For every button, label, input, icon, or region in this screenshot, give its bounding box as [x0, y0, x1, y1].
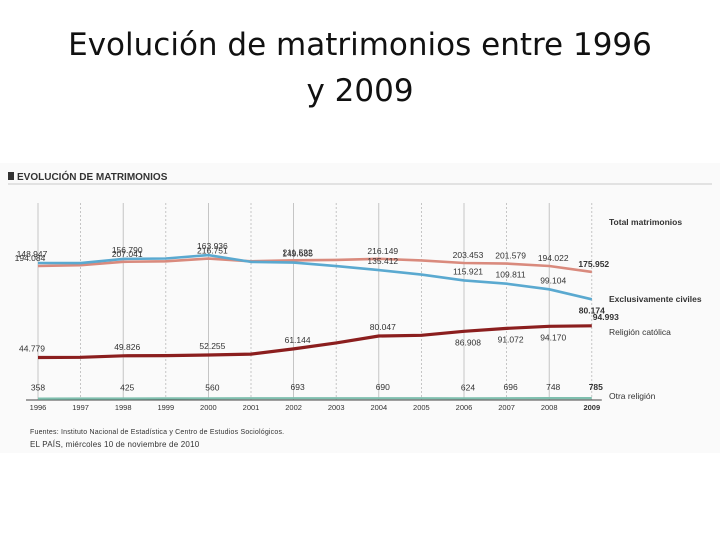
legend-label-1: Exclusivamente civiles: [609, 294, 702, 304]
x-tick-label-2008: 2008: [541, 403, 558, 412]
x-tick-label-1996: 1996: [30, 403, 47, 412]
data-label-3-2006: 624: [461, 382, 475, 392]
x-tick-label-2001: 2001: [243, 403, 260, 412]
data-label-2-2000: 163.936: [197, 241, 228, 251]
x-tick-label-2000: 2000: [200, 403, 217, 412]
data-label-0-2002: 211.522: [283, 247, 313, 257]
line-chart: EVOLUCIÓN DE MATRIMONIOS 1996 1997 1998 1999…: [8, 170, 712, 412]
x-tick-label-1997: 1997: [72, 403, 89, 412]
data-label-1-2008: 94.170: [540, 332, 566, 342]
chart-panel: EVOLUCIÓN DE MATRIMONIOS 1996 1997 1998 1999…: [0, 163, 720, 453]
data-label-1-2007: 91.072: [498, 334, 524, 344]
data-label-0-1998: 207.041: [112, 249, 143, 259]
chart-title-marker: [8, 172, 14, 180]
data-label-2-2009: 80.174: [579, 305, 605, 315]
data-label-3-2007: 696: [504, 382, 518, 392]
data-label-2-1998: 156.790: [112, 245, 143, 255]
data-label-3-2004: 690: [376, 382, 390, 392]
slide-title-line-2: y 2009: [306, 73, 414, 109]
legend-label-2: Religión católica: [609, 327, 671, 337]
x-tick-label-2007: 2007: [498, 403, 515, 412]
slide-title: Evolución de matrimonios entre 1996 y 20…: [0, 22, 720, 114]
legend-label-3: Otra religión: [609, 391, 656, 401]
data-label-0-2006: 203.453: [453, 250, 484, 260]
x-tick-label-2002: 2002: [285, 403, 302, 412]
data-label-0-2009: 175.952: [578, 259, 609, 269]
slide-title-line-1: Evolución de matrimonios entre 1996: [68, 27, 652, 63]
data-label-3-2000: 560: [205, 382, 219, 392]
data-label-1-2002: 61.144: [285, 335, 311, 345]
series-line-2: [37, 253, 593, 301]
data-label-2-2002: 149.685: [282, 249, 313, 259]
x-tick-label-2006: 2006: [456, 403, 473, 412]
data-label-2-1996: 148.947: [17, 249, 48, 259]
data-label-0-2000: 216.751: [197, 246, 228, 256]
data-label-3-2008: 748: [546, 382, 560, 392]
series-line-0: [37, 257, 592, 274]
x-tick-label-1998: 1998: [115, 403, 132, 412]
chart-source: Fuentes: Instituto Nacional de Estadísti…: [30, 429, 285, 436]
data-label-2-2007: 109.811: [496, 270, 526, 280]
x-tick-label-2005: 2005: [413, 403, 430, 412]
legend-label-0: Total matrimonios: [609, 217, 682, 227]
x-tick-label-2004: 2004: [370, 403, 387, 412]
data-label-0-2008: 194.022: [538, 253, 569, 263]
data-label-3-2009: 785: [589, 382, 603, 392]
x-tick-label-2003: 2003: [328, 403, 345, 412]
data-label-0-2004: 216.149: [367, 246, 398, 256]
data-label-1-1998: 49.826: [114, 342, 140, 352]
data-label-2-2006: 115.921: [453, 266, 483, 276]
data-label-0-1996: 194.084: [15, 253, 46, 263]
data-label-1-2004: 80.047: [370, 322, 396, 332]
series-line-3: [37, 397, 592, 400]
series-line-1: [37, 324, 592, 360]
data-label-3-1998: 425: [120, 382, 134, 392]
data-label-1-2006: 86.908: [455, 337, 481, 347]
x-tick-label-1999: 1999: [157, 403, 174, 412]
data-label-3-1996: 358: [31, 383, 45, 393]
data-label-3-2002: 693: [291, 382, 305, 392]
data-label-1-2000: 52.255: [199, 341, 225, 351]
chart-publication: EL PAÍS, miércoles 10 de noviembre de 20…: [30, 440, 200, 449]
data-label-1-1996: 44.779: [19, 344, 45, 354]
data-label-2-2004: 135.412: [367, 256, 398, 266]
x-tick-label-2009: 2009: [583, 403, 600, 412]
chart-title: EVOLUCIÓN DE MATRIMONIOS: [17, 170, 168, 183]
data-label-0-2007: 201.579: [495, 251, 526, 261]
data-label-1-2009: 94.993: [593, 312, 619, 322]
data-label-2-2008: 99.104: [540, 275, 566, 285]
